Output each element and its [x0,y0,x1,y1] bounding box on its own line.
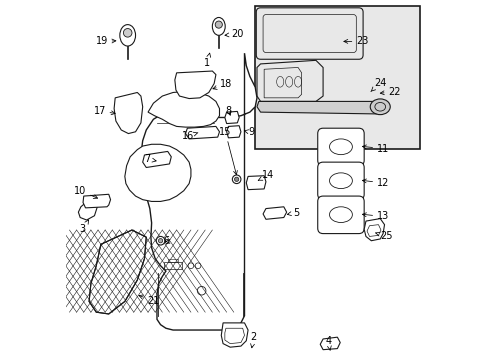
Text: 20: 20 [224,29,243,39]
Text: 1: 1 [204,53,210,68]
Polygon shape [78,200,97,220]
Text: 15: 15 [219,127,237,175]
Polygon shape [175,71,216,99]
Text: 6: 6 [163,237,170,247]
Text: 2: 2 [250,332,256,348]
Ellipse shape [212,18,225,35]
Ellipse shape [156,237,164,245]
Text: 8: 8 [225,107,231,116]
Polygon shape [226,126,241,138]
Text: 24: 24 [370,78,386,91]
Polygon shape [141,53,257,330]
Text: 4: 4 [325,336,331,350]
Text: 12: 12 [362,178,388,188]
Polygon shape [263,207,286,219]
Text: 11: 11 [362,144,388,154]
Polygon shape [320,337,340,350]
Text: 3: 3 [79,220,88,234]
FancyBboxPatch shape [317,128,364,166]
Text: 7: 7 [144,154,156,164]
Polygon shape [364,219,384,241]
Text: 21: 21 [139,295,160,306]
Ellipse shape [234,177,238,181]
Bar [167,258,178,262]
Ellipse shape [158,239,163,243]
Bar [164,262,182,269]
Polygon shape [185,126,219,139]
Ellipse shape [232,175,241,184]
Ellipse shape [123,28,132,37]
Polygon shape [89,230,146,314]
Text: 22: 22 [380,87,400,97]
Polygon shape [142,152,171,167]
Polygon shape [114,93,142,134]
Polygon shape [148,91,219,127]
Text: 25: 25 [375,231,392,242]
Text: 16: 16 [181,131,198,141]
Polygon shape [83,194,110,208]
Polygon shape [221,323,247,347]
FancyBboxPatch shape [317,196,364,234]
FancyBboxPatch shape [317,162,364,200]
Polygon shape [257,102,386,114]
Text: 5: 5 [287,208,298,218]
Text: 23: 23 [343,36,367,46]
Polygon shape [224,111,239,123]
Text: 14: 14 [258,170,274,180]
Ellipse shape [215,21,222,28]
Bar [254,6,419,149]
Text: 10: 10 [74,186,98,198]
Text: 9: 9 [244,127,254,138]
Polygon shape [246,176,265,190]
Ellipse shape [369,99,389,114]
Ellipse shape [120,24,135,46]
Polygon shape [124,144,190,202]
Text: 17: 17 [93,106,115,116]
Text: 18: 18 [212,79,232,89]
Text: 13: 13 [362,211,388,221]
Text: 19: 19 [96,36,116,46]
